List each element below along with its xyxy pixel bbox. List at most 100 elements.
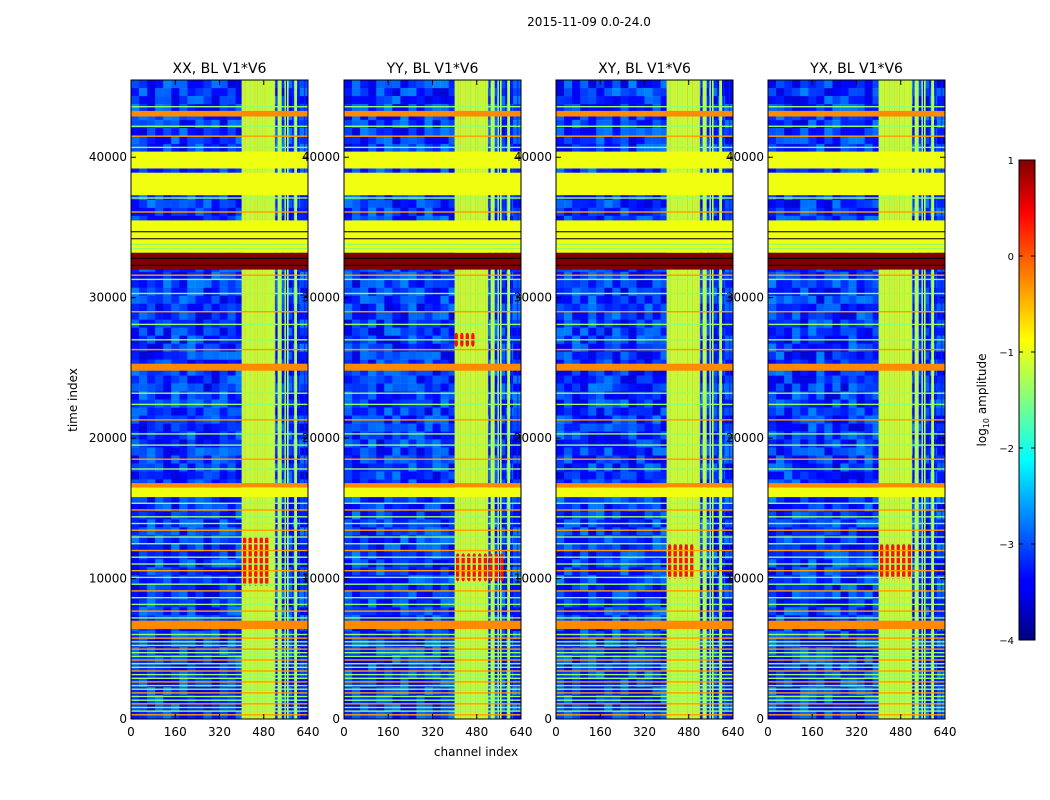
heatmap-cell <box>376 119 385 129</box>
heatmap-cell <box>139 591 148 600</box>
heatmap-cell <box>139 96 148 105</box>
flagged-time-line <box>344 106 521 108</box>
heatmap-cell <box>219 431 228 440</box>
heatmap-cell <box>448 96 457 105</box>
heatmap-cell <box>179 575 188 584</box>
heatmap-cell <box>352 551 361 560</box>
heatmap-cell <box>448 279 457 288</box>
heatmap-cell <box>227 583 236 592</box>
heatmap-cell <box>344 351 353 360</box>
heatmap-cell <box>147 543 156 552</box>
heatmap-cell <box>628 591 637 600</box>
heatmap-cell <box>360 191 369 201</box>
heatmap-cell <box>440 375 449 384</box>
heatmap-cell <box>368 303 377 312</box>
heatmap-cell <box>187 391 196 400</box>
heatmap-cell <box>155 311 164 320</box>
heatmap-cell <box>604 655 613 664</box>
dark-time-line <box>344 264 521 266</box>
heatmap-cell <box>171 503 180 512</box>
heatmap-cell <box>636 279 645 288</box>
heatmap-cell <box>131 503 140 512</box>
heatmap-cell <box>227 591 236 600</box>
heatmap-cell <box>352 367 361 376</box>
hot-block <box>248 536 252 586</box>
heatmap-cell <box>588 639 597 648</box>
heatmap-cell <box>596 655 605 664</box>
heatmap-cell <box>360 135 369 145</box>
heatmap-cell <box>344 647 353 656</box>
flagged-time-band <box>344 220 521 253</box>
rfi-channel-band <box>490 80 495 719</box>
heatmap-cell <box>580 463 589 472</box>
heatmap-cell <box>588 391 597 400</box>
flagged-time-line <box>131 311 308 313</box>
heatmap-cell <box>211 407 220 416</box>
heatmap-cell <box>235 543 244 552</box>
heatmap-cell <box>580 383 589 392</box>
flagged-time-band <box>131 172 308 196</box>
heatmap-cell <box>392 80 401 89</box>
heatmap-cell <box>195 471 204 480</box>
heatmap-cell <box>179 367 188 376</box>
heatmap-cell <box>636 599 645 608</box>
flagged-time-line <box>344 292 521 295</box>
heatmap-cell <box>392 583 401 592</box>
heatmap-cell <box>660 88 669 97</box>
heatmap-cell <box>652 575 661 584</box>
heatmap-cell <box>139 407 148 416</box>
heatmap-cell <box>155 327 164 336</box>
flagged-time-line <box>131 278 308 281</box>
heatmap-cell <box>384 423 393 432</box>
heatmap-cell <box>227 639 236 648</box>
heatmap-cell <box>628 351 637 360</box>
heatmap-cell <box>219 215 228 225</box>
heatmap-cell <box>636 655 645 664</box>
heatmap-cell <box>628 543 637 552</box>
heatmap-cell <box>644 463 653 472</box>
y-tick-label: 0 <box>119 712 127 726</box>
heatmap-cell <box>660 471 669 480</box>
heatmap-cell <box>416 471 425 480</box>
x-tick-label: 320 <box>208 725 231 739</box>
heatmap-cell <box>612 104 621 113</box>
heatmap-cell <box>660 631 669 640</box>
heatmap-cell <box>580 96 589 105</box>
heatmap-cell <box>432 311 441 320</box>
heatmap-cell <box>211 367 220 376</box>
heatmap-cell <box>572 343 581 352</box>
flagged-time-line <box>131 670 308 672</box>
heatmap-cell <box>572 463 581 472</box>
heatmap-cell <box>187 399 196 408</box>
heatmap-cell <box>139 543 148 552</box>
heatmap-cell <box>195 311 204 320</box>
heatmap-cell <box>580 215 589 225</box>
heatmap-cell <box>179 655 188 664</box>
hot-block <box>456 553 460 582</box>
heatmap-cell <box>604 631 613 640</box>
heatmap-cell <box>628 463 637 472</box>
heatmap-cell <box>588 303 597 312</box>
heatmap-cell <box>344 135 353 145</box>
heatmap-cell <box>440 655 449 664</box>
heatmap-cell <box>580 351 589 360</box>
heatmap-cell <box>179 351 188 360</box>
heatmap-cell <box>612 575 621 584</box>
heatmap-cell <box>408 135 417 145</box>
heatmap-cell <box>203 119 212 129</box>
heatmap-cell <box>572 511 581 520</box>
heatmap-cell <box>556 647 565 656</box>
heatmap-cell <box>612 471 621 480</box>
heatmap-cell <box>147 687 156 696</box>
heatmap-cell <box>416 503 425 512</box>
flagged-time-band <box>131 363 308 371</box>
heatmap-cell <box>352 119 361 129</box>
heatmap-cell <box>652 303 661 312</box>
heatmap-cell <box>628 327 637 336</box>
heatmap-cell <box>448 311 457 320</box>
heatmap-cell <box>644 503 653 512</box>
dark-time-line <box>344 231 521 233</box>
heatmap-cell <box>187 503 196 512</box>
heatmap-cell <box>376 639 385 648</box>
heatmap-cell <box>636 551 645 560</box>
